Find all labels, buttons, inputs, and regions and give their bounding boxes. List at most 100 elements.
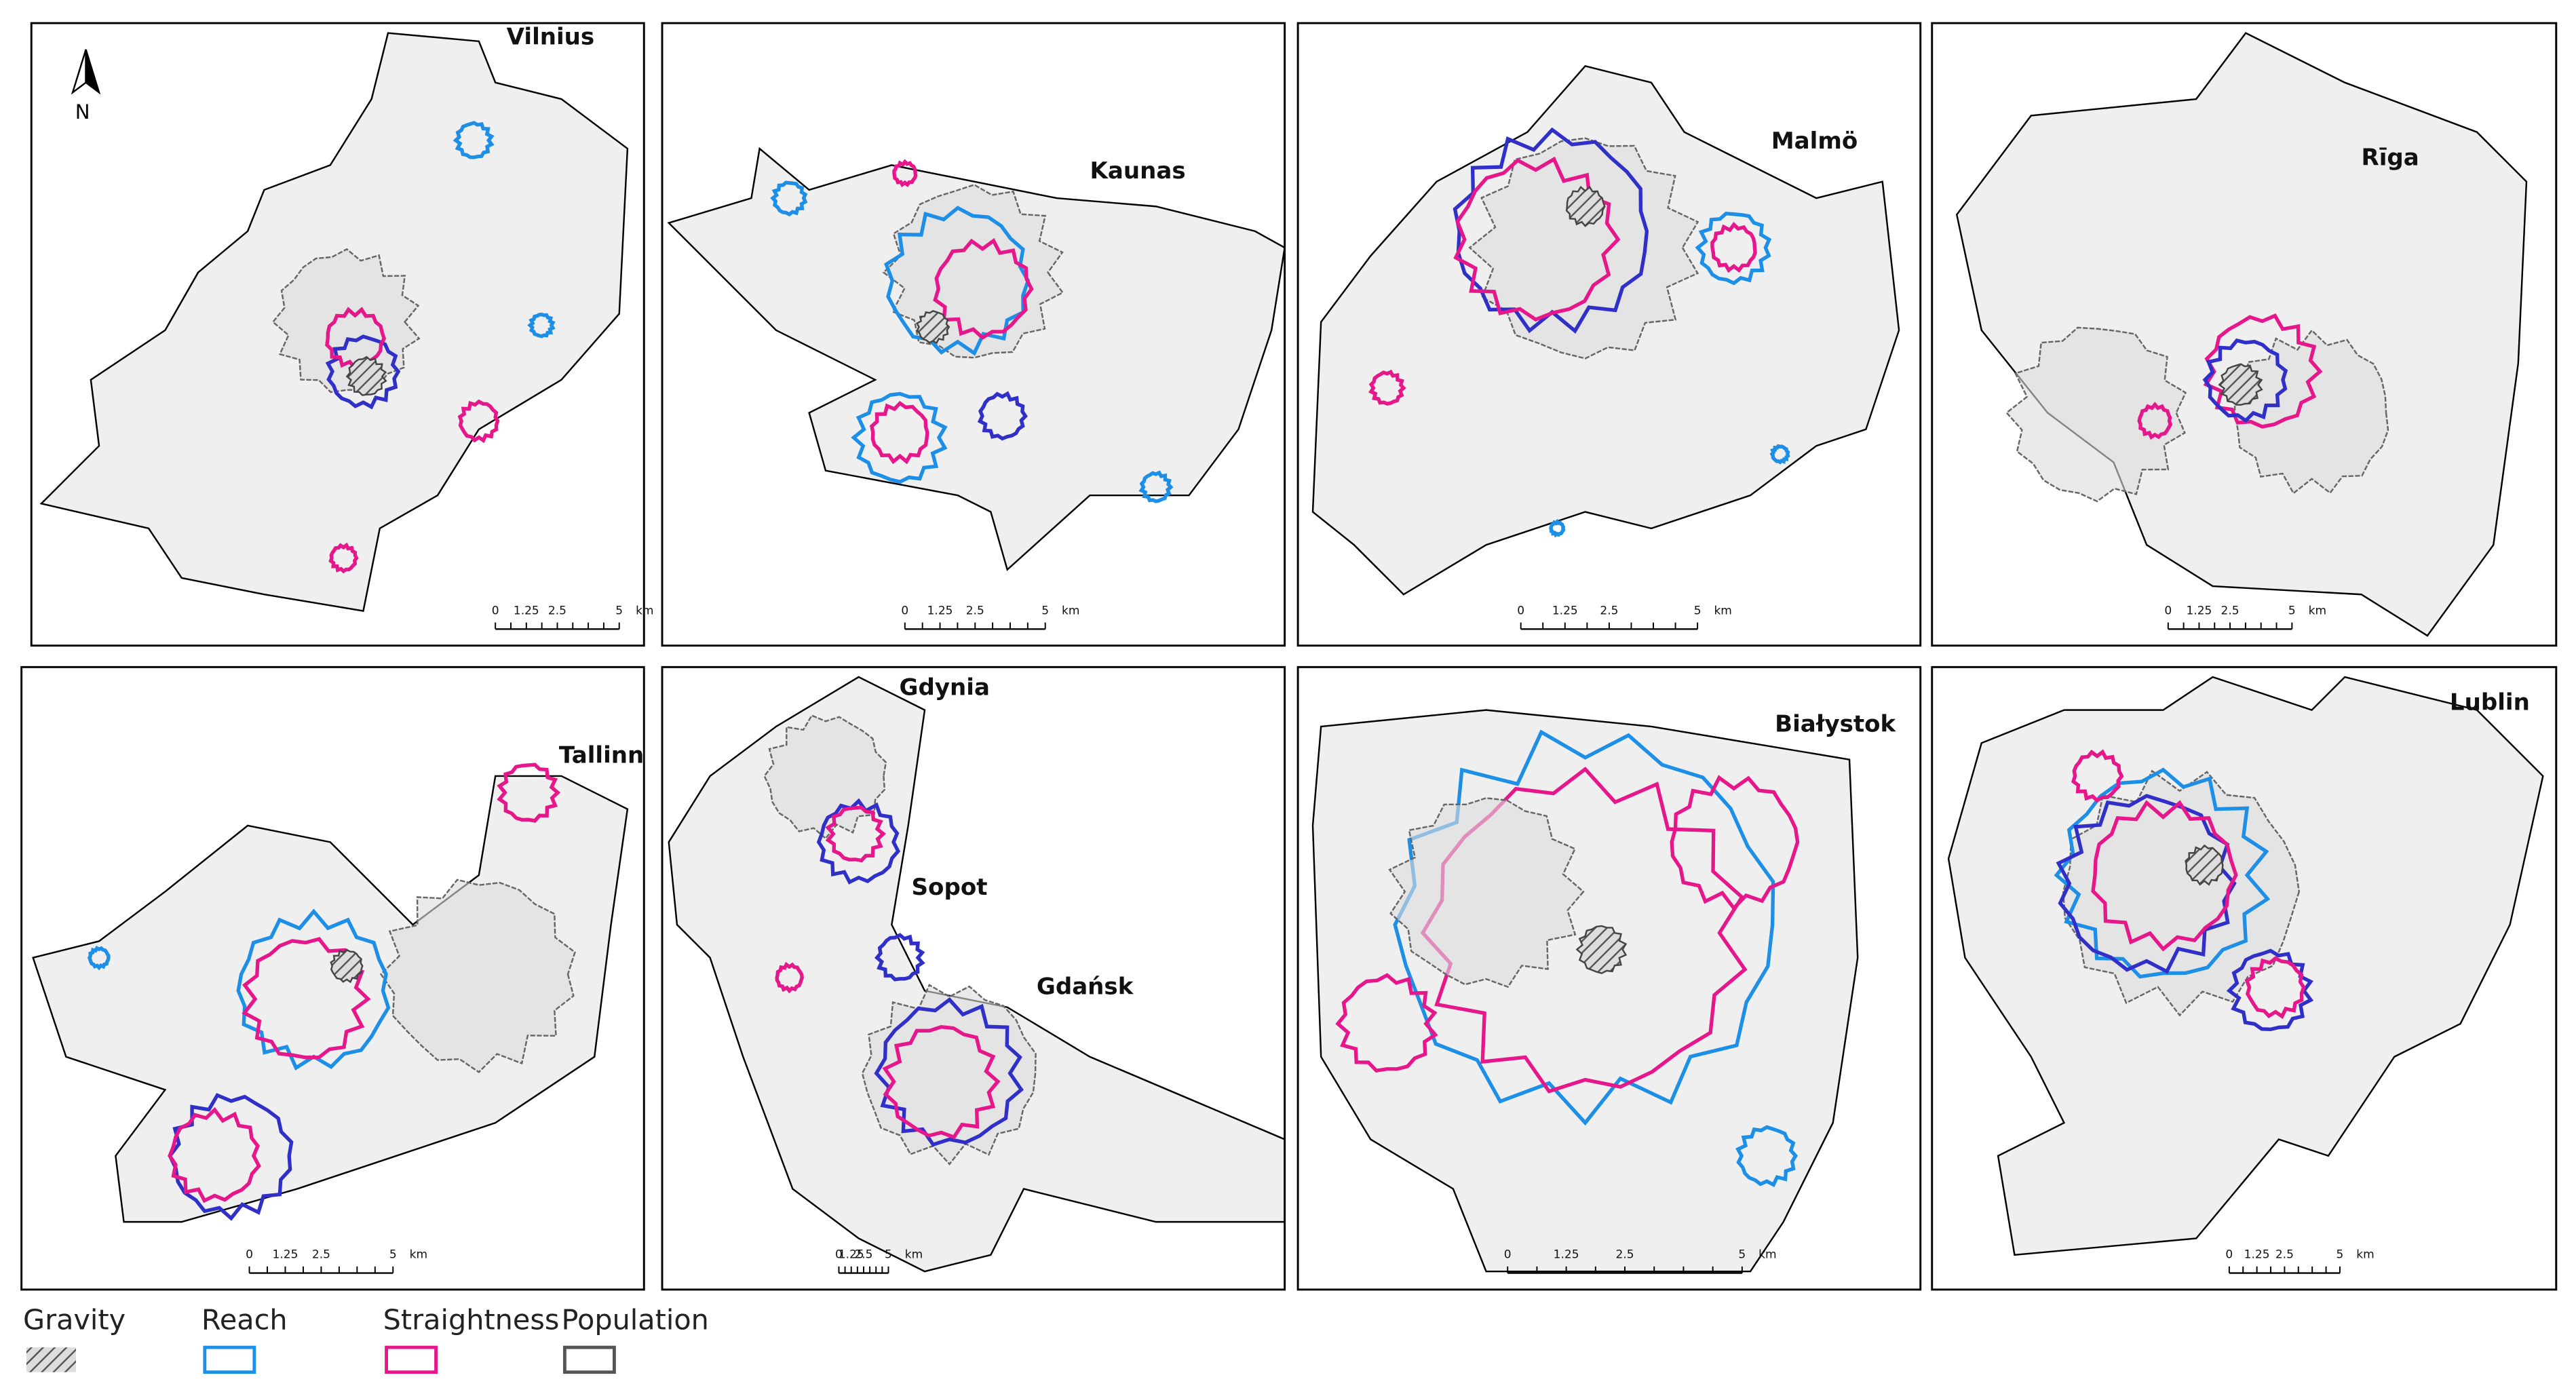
hex-cluster: [2062, 769, 2301, 1017]
scale-label: 5: [2337, 1248, 2344, 1262]
scale-label: 5: [2288, 604, 2296, 617]
hex-cluster: [2071, 749, 2124, 803]
map-content: [667, 147, 1285, 571]
city-label: Rīga: [2361, 144, 2419, 171]
hex-cluster: [892, 159, 918, 188]
map-panel: Lublin 0 1.25 2.5 5 km: [1931, 666, 2558, 1291]
panel-frame: [1931, 22, 2558, 647]
hex-cluster: [2202, 338, 2288, 423]
hex-cluster: [527, 312, 556, 339]
map-content: [1311, 709, 1859, 1273]
hex-cluster: [1453, 156, 1621, 322]
hex-cluster: [88, 945, 111, 971]
scale-label: 2.5: [2221, 604, 2239, 617]
gravity-area: [915, 309, 950, 345]
legend-label: Reach: [201, 1303, 288, 1336]
scale-label: 1.25: [927, 604, 953, 617]
hex-cluster: [2226, 948, 2314, 1032]
scale-label: 0: [2225, 1248, 2233, 1262]
scale-label: km: [1062, 604, 1079, 617]
north-arrow: N: [71, 49, 101, 123]
scale-label: 0: [835, 1248, 843, 1262]
hex-cluster: [497, 763, 561, 823]
gravity-area: [1565, 185, 1606, 227]
hex-cluster: [2091, 800, 2238, 952]
hex-cluster: [1695, 211, 1772, 286]
scale-label: 0: [1504, 1248, 1512, 1262]
city-label: Białystok: [1775, 710, 1896, 737]
map-content: [1947, 676, 2544, 1256]
scale-label: km: [636, 604, 653, 617]
legend-swatch: [26, 1347, 76, 1372]
hex-cluster: [1549, 518, 1566, 538]
hex-cluster: [874, 933, 925, 982]
scale-label: 2.5: [1600, 604, 1618, 617]
city-label: Gdynia: [899, 674, 989, 701]
hex-cluster: [236, 908, 391, 1071]
scale-label: km: [1758, 1248, 1776, 1262]
scale-label: km: [2309, 604, 2326, 617]
hex-cluster: [775, 961, 804, 994]
map-panel: Tallinn 0 1.25 2.5 5 km: [20, 666, 645, 1291]
north-label: N: [75, 100, 90, 123]
scale-label: 5: [1694, 604, 1702, 617]
hex-cluster: [457, 399, 500, 444]
map-content: [1955, 32, 2528, 637]
hex-cluster: [869, 400, 929, 465]
scale-label: 1.25: [2187, 604, 2212, 617]
panel-frame: [661, 22, 1286, 647]
hex-cluster: [977, 391, 1028, 441]
hex-cluster: [242, 937, 371, 1060]
scale-label: km: [905, 1248, 923, 1262]
legend-swatch: [562, 1345, 616, 1374]
panel-frame: [20, 666, 645, 1291]
hex-cluster: [884, 206, 1031, 356]
gravity-area: [2218, 363, 2263, 406]
city-label: Gdańsk: [1037, 973, 1134, 1000]
scale-label: 5: [615, 604, 623, 617]
hex-cluster: [770, 180, 808, 217]
panel-frame: [1296, 666, 1922, 1291]
gravity-area: [345, 355, 387, 396]
scale-label: 5: [1041, 604, 1049, 617]
gravity-area: [330, 948, 364, 984]
panel-frame: [1296, 22, 1922, 647]
scale-label: 2.5: [548, 604, 566, 617]
scale-label: 1.25: [1552, 604, 1578, 617]
hex-cluster: [1138, 470, 1174, 503]
hex-cluster: [2005, 326, 2187, 503]
scale-label: km: [1714, 604, 1731, 617]
hex-cluster: [2054, 767, 2271, 979]
city-label: Vilnius: [507, 24, 595, 51]
map-content: [668, 676, 1285, 1273]
hex-cluster: [1388, 797, 1585, 988]
scale-label: 1.25: [2244, 1248, 2270, 1262]
panel-frame: [30, 22, 645, 647]
hex-cluster: [1335, 973, 1438, 1073]
map-content: [1311, 64, 1900, 596]
map-panel: Gdynia Sopot Gdańsk 01.252.5 5 km: [661, 666, 1286, 1291]
hex-cluster: [328, 542, 359, 574]
gravity-area: [2185, 844, 2224, 886]
hex-cluster: [1368, 369, 1406, 406]
hex-cluster: [933, 237, 1034, 341]
scale-label: km: [410, 1248, 427, 1262]
panel-frame: [661, 666, 1286, 1291]
hex-cluster: [168, 1106, 261, 1203]
city-label: Kaunas: [1090, 157, 1185, 185]
scale-label: 0: [492, 604, 499, 617]
city-label: Lublin: [2450, 689, 2530, 716]
hex-cluster: [851, 391, 948, 484]
hex-cluster: [816, 798, 901, 885]
scale-label: 2.5: [312, 1248, 330, 1262]
hex-cluster: [2244, 956, 2306, 1020]
scale-label: 2.5: [1615, 1248, 1634, 1262]
map-panel: Białystok 0 1.25 2.5 5 km: [1296, 666, 1922, 1291]
scale-label: 0: [1517, 604, 1524, 617]
scale-label: 1.25: [514, 604, 539, 617]
scale-label: 1.25: [839, 1248, 864, 1262]
legend-label: Gravity: [23, 1303, 126, 1336]
scale-label: km: [2356, 1248, 2374, 1262]
scale-label: 5: [389, 1248, 397, 1262]
